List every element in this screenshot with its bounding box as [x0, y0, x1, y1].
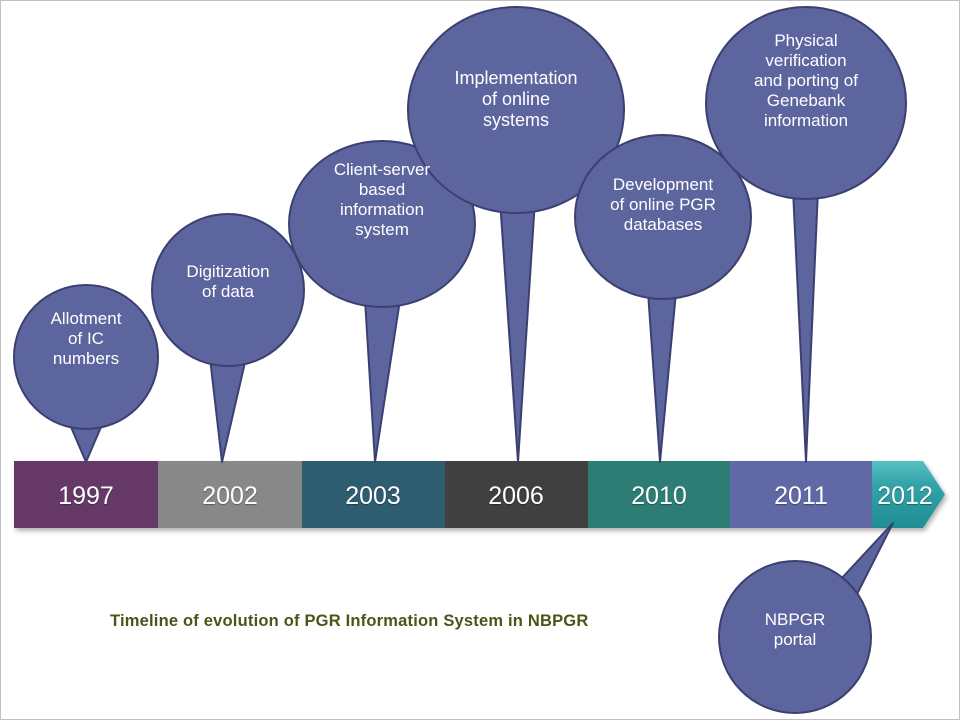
callout-bubble-development-of-online-pgr-databases — [574, 134, 752, 300]
callout-tail-implementation-of-online-systems — [499, 199, 536, 463]
callout-bubble-client-server-based-information-system — [288, 140, 476, 308]
callout-bubbles — [13, 6, 907, 714]
timeline-segment-2012 — [872, 461, 945, 528]
timeline-segment-2002 — [158, 461, 302, 528]
timeline-segment-2006 — [445, 461, 588, 528]
callout-bubble-physical-verification-and-porting-of-genebank-information — [705, 6, 907, 200]
timeline-segment-1997 — [14, 461, 158, 528]
timeline-segment-2010 — [588, 461, 730, 528]
callout-bubble-digitization-of-data — [151, 213, 305, 367]
timeline-segment-2003 — [302, 461, 445, 528]
callout-bubble-allotment-of-ic-numbers — [13, 284, 159, 430]
callout-tail-development-of-online-pgr-databases — [647, 291, 677, 463]
chart-caption: Timeline of evolution of PGR Information… — [110, 612, 589, 630]
callout-tails — [67, 189, 894, 605]
callout-bubble-implementation-of-online-systems — [407, 6, 625, 214]
timeline-bar — [14, 461, 945, 528]
timeline-segment-2011 — [730, 461, 872, 528]
callout-tail-physical-verification-and-porting-of-genebank-information — [792, 189, 819, 463]
callout-bubble-nbpgr-portal — [718, 560, 872, 714]
callout-tail-digitization-of-data — [209, 357, 247, 463]
callout-tail-client-server-based-information-system — [364, 299, 401, 463]
